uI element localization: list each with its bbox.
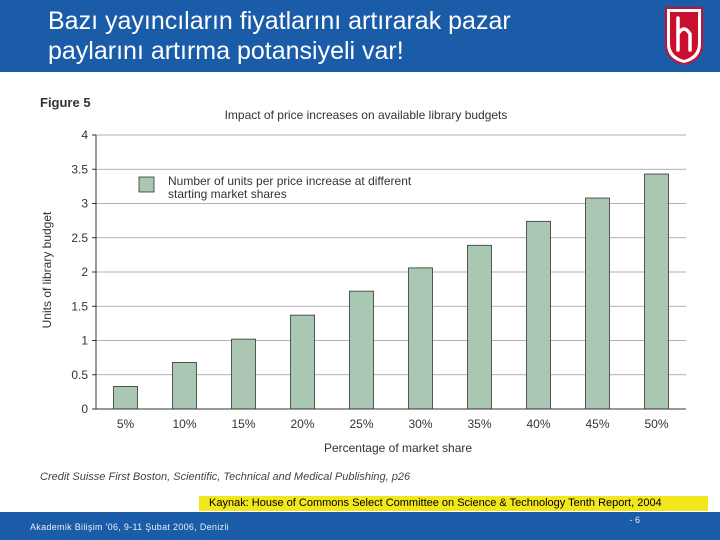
slide-title: Bazı yayıncıların fiyatlarını artırarak … [48,6,638,66]
legend-label: Number of units per price increase at di… [168,174,412,201]
y-tick-label: 0.5 [71,368,88,382]
chart-title: Impact of price increases on available l… [225,108,508,122]
y-tick-label: 4 [81,128,88,142]
page-number: - 6 [629,515,640,525]
bar-15pct [231,338,256,410]
bar-30pct [408,267,433,410]
y-tick-label: 3.5 [71,162,88,176]
x-tick-label: 40% [526,417,550,431]
x-tick-label: 25% [349,417,373,431]
x-axis-ticks: 5% 10% 15% 20% 25% 30% 35% 40% 45% 50% [117,417,669,431]
bars [113,173,669,410]
bar-35pct [467,244,492,410]
bar-45pct [585,197,610,410]
x-tick-label: 15% [231,417,255,431]
bar-5pct [113,385,138,410]
y-tick-label: 2.5 [71,231,88,245]
bar-25pct [349,290,374,410]
y-axis-label: Units of library budget [40,211,54,328]
x-axis-label: Percentage of market share [324,441,472,455]
figure-label: Figure 5 [40,95,91,110]
slide-title-line-1: Bazı yayıncıların fiyatlarını artırarak … [48,7,511,35]
x-tick-label: 35% [467,417,491,431]
chart-legend: Number of units per price increase at di… [138,174,412,201]
x-tick-label: 20% [290,417,314,431]
y-tick-label: 1 [81,334,88,348]
legend-label-line: Number of units per price increase at di… [168,174,412,188]
bar-20pct [290,314,315,410]
bar-40pct [526,220,551,410]
bar-10pct [172,362,197,410]
x-tick-label: 50% [644,417,668,431]
slide-title-line-2: paylarını artırma potansiyeli var! [48,37,404,65]
y-tick-label: 1.5 [71,299,88,313]
hacettepe-logo-icon [665,7,703,66]
bar-chart: Impact of price increases on available l… [40,108,686,455]
legend-swatch [138,176,155,193]
x-tick-label: 45% [585,417,609,431]
y-tick-label: 2 [81,265,88,279]
source-citation: Credit Suisse First Boston, Scientific, … [40,471,411,483]
y-tick-label: 3 [81,197,88,211]
footer-text: Akademik Bilişim '06, 9-11 Şubat 2006, D… [30,522,229,532]
slide-header: Bazı yayıncıların fiyatlarını artırarak … [0,0,720,72]
x-tick-label: 5% [117,417,135,431]
y-tick-label: 0 [81,402,88,416]
x-tick-label: 10% [172,417,196,431]
slide-footer: Akademik Bilişim '06, 9-11 Şubat 2006, D… [0,512,720,540]
legend-label-line: starting market shares [168,187,287,201]
reference-note: Kaynak: House of Commons Select Committe… [199,496,708,511]
x-tick-label: 30% [408,417,432,431]
y-axis-ticks: 0 0.5 1 1.5 2 2.5 3 3.5 4 [71,128,96,416]
bar-50pct [644,173,669,410]
